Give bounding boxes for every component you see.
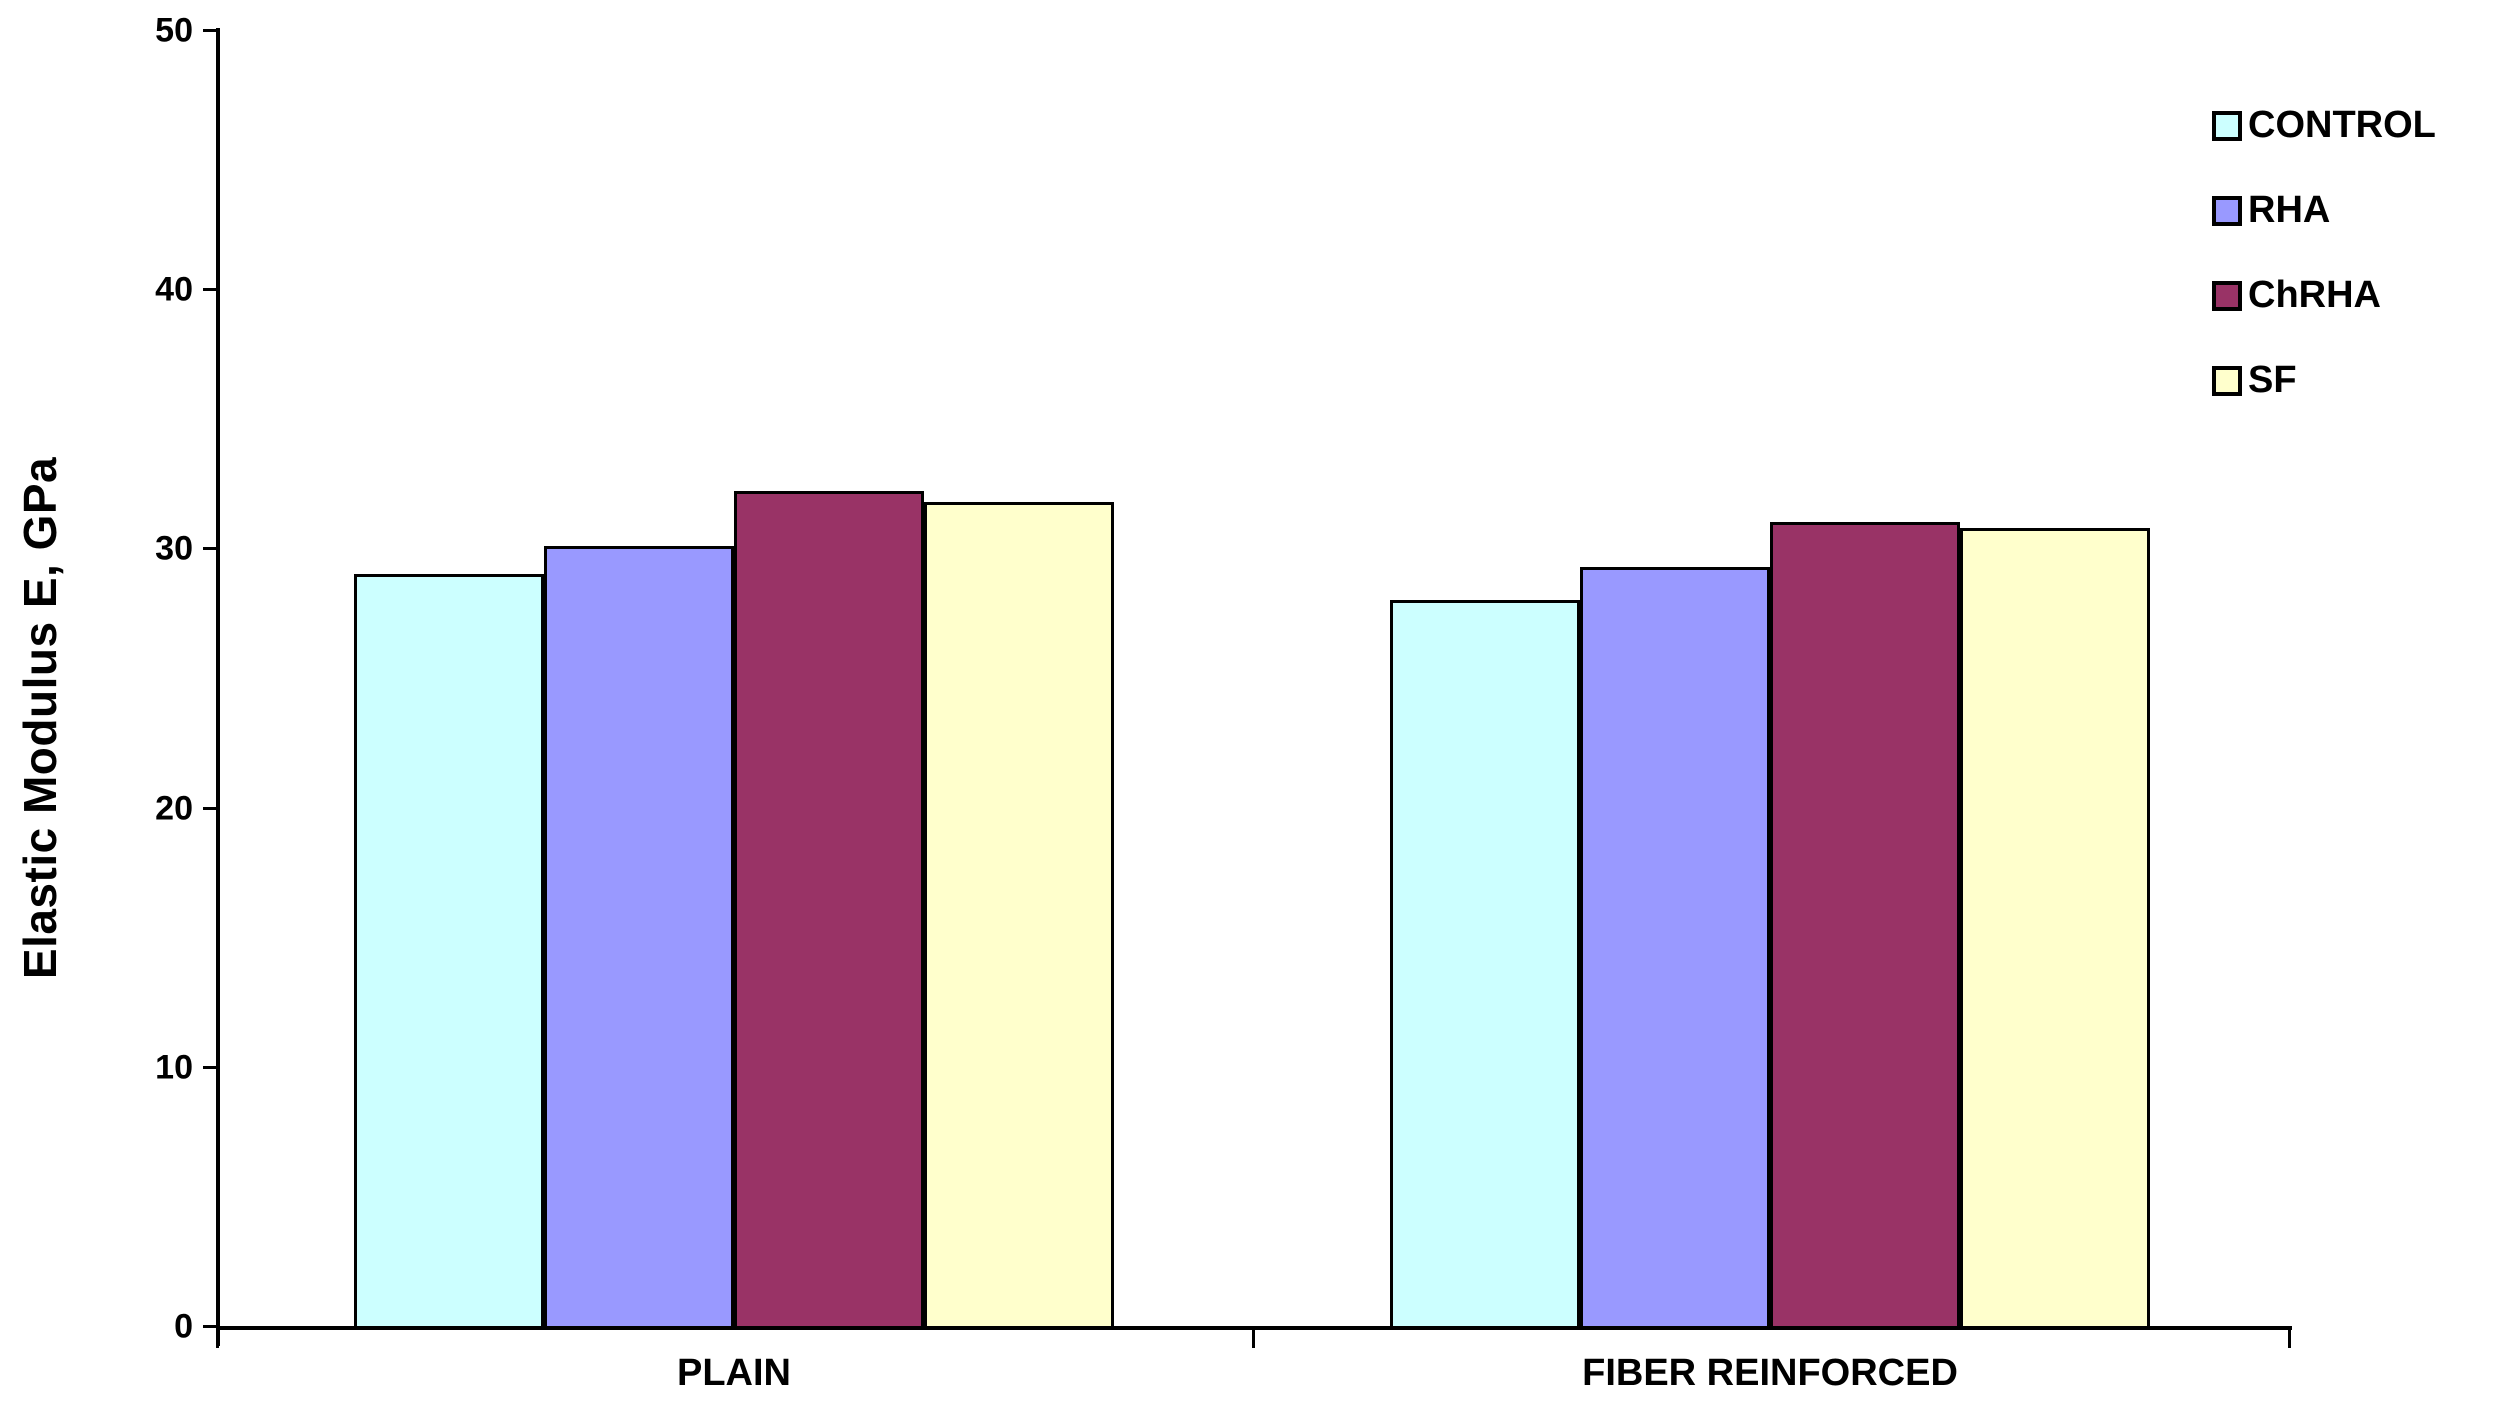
y-axis-line — [216, 28, 220, 1346]
legend-item-rha: RHA — [2212, 189, 2436, 232]
legend-item-sf: SF — [2212, 359, 2436, 402]
bar-chrha-fiber-reinforced — [1770, 522, 1960, 1329]
bar-sf-plain — [924, 502, 1114, 1329]
bar-control-fiber-reinforced — [1390, 600, 1580, 1329]
y-tick-label: 40 — [155, 270, 193, 309]
x-tick — [2288, 1326, 2291, 1348]
y-tick — [203, 1325, 216, 1328]
legend-item-control: CONTROL — [2212, 104, 2436, 147]
category-label-plain: PLAIN — [677, 1352, 791, 1394]
bar-rha-plain — [544, 546, 734, 1329]
legend-item-chrha: ChRHA — [2212, 274, 2436, 317]
bar-sf-fiber-reinforced — [1960, 528, 2150, 1329]
y-tick-label: 0 — [174, 1307, 193, 1346]
y-tick — [203, 29, 216, 32]
y-tick-label: 10 — [155, 1048, 193, 1087]
y-tick-label: 50 — [155, 11, 193, 50]
y-tick — [203, 547, 216, 551]
y-tick-label: 20 — [155, 789, 193, 828]
legend-marker-chrha — [2212, 280, 2242, 311]
legend: CONTROL RHA ChRHA SF — [2212, 104, 2436, 402]
bar-rha-fiber-reinforced — [1580, 567, 1770, 1329]
bar-chrha-plain — [734, 491, 924, 1329]
x-tick — [216, 1326, 219, 1348]
legend-marker-sf — [2212, 365, 2242, 396]
x-tick — [1252, 1326, 1255, 1348]
y-tick — [203, 1065, 216, 1069]
y-tick — [203, 288, 216, 292]
bar-control-plain — [354, 574, 544, 1329]
legend-label: RHA — [2248, 189, 2331, 231]
y-tick — [203, 806, 216, 810]
legend-label: SF — [2248, 359, 2297, 401]
legend-label: ChRHA — [2248, 274, 2381, 316]
legend-label: CONTROL — [2248, 104, 2436, 146]
y-tick-label: 30 — [155, 529, 193, 568]
category-label-fiber-reinforced: FIBER REINFORCED — [1582, 1352, 1958, 1394]
legend-marker-control — [2212, 110, 2242, 141]
legend-marker-rha — [2212, 195, 2242, 226]
y-axis-title: Elastic Modulus E, GPa — [14, 456, 66, 980]
